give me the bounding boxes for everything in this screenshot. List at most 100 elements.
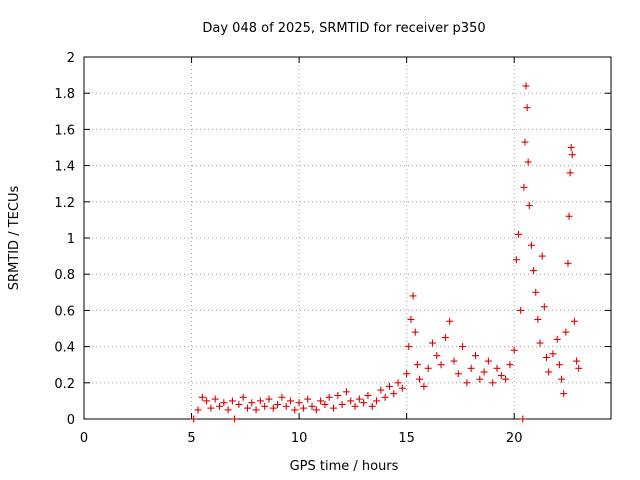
data-point [567, 144, 575, 151]
data-point [519, 415, 527, 423]
data-point [570, 317, 578, 325]
x-tick-label: 20 [506, 431, 523, 446]
y-tick-label: 1.6 [54, 123, 75, 138]
data-point [405, 343, 413, 351]
data-point [524, 158, 532, 166]
data-point [282, 402, 290, 410]
data-point [239, 393, 247, 401]
data-point [216, 402, 224, 410]
data-point [261, 402, 269, 410]
data-point [403, 370, 411, 378]
data-point [194, 406, 202, 414]
data-point [325, 393, 333, 401]
data-point [553, 335, 561, 343]
data-point [497, 372, 505, 380]
data-point [564, 259, 572, 267]
grid-lines [84, 57, 611, 419]
data-point [523, 104, 531, 112]
data-point [573, 357, 581, 365]
data-point [420, 382, 428, 390]
data-point [269, 404, 277, 412]
data-point [428, 339, 436, 347]
data-point [525, 201, 533, 209]
data-point [521, 138, 529, 146]
data-point [484, 357, 492, 365]
plot-frame [83, 56, 612, 420]
data-point [411, 328, 419, 336]
data-point [198, 393, 206, 401]
data-point [512, 256, 520, 264]
data-point [471, 352, 479, 360]
data-point [409, 292, 417, 300]
data-point [235, 401, 243, 409]
data-point [203, 397, 211, 405]
data-point [506, 361, 514, 369]
data-point [190, 415, 198, 423]
data-point [536, 339, 544, 347]
data-points [190, 82, 583, 423]
data-point [558, 375, 566, 383]
data-point [562, 328, 570, 336]
data-point [555, 361, 563, 369]
data-point [317, 397, 325, 405]
data-point [308, 402, 316, 410]
data-point [211, 395, 219, 403]
data-point [441, 334, 449, 342]
data-point [545, 368, 553, 376]
data-point [530, 267, 538, 275]
data-point [330, 404, 338, 412]
x-tick-label: 5 [187, 431, 195, 446]
data-point [476, 375, 484, 383]
y-tick-label: 0 [67, 413, 75, 428]
data-point [463, 379, 471, 387]
data-point [527, 241, 535, 249]
data-point [291, 406, 299, 414]
data-point [413, 361, 421, 369]
data-point [368, 402, 376, 410]
data-point [321, 401, 329, 409]
data-point [274, 401, 282, 409]
data-point [342, 388, 350, 396]
data-point [364, 391, 372, 399]
data-point [243, 404, 251, 412]
data-point [385, 382, 393, 390]
data-point [207, 404, 215, 412]
data-point [459, 343, 467, 351]
data-point [493, 364, 501, 372]
x-tick-label: 0 [80, 431, 88, 446]
data-point [538, 252, 546, 260]
data-point [228, 397, 236, 405]
data-point [381, 393, 389, 401]
y-tick-label: 1.4 [54, 160, 75, 175]
data-point [224, 406, 232, 414]
y-tick-label: 0.6 [54, 304, 75, 319]
data-point [299, 404, 307, 412]
data-point [542, 353, 550, 361]
data-point [446, 317, 454, 325]
data-point [231, 415, 239, 423]
y-tick-label: 1 [67, 232, 75, 247]
data-point [286, 397, 294, 405]
data-point [454, 370, 462, 378]
data-point [532, 288, 540, 296]
y-tick-label: 1.2 [54, 196, 75, 211]
data-point [347, 397, 355, 405]
data-point [377, 386, 385, 394]
data-point [517, 306, 525, 314]
y-tick-label: 0.4 [54, 341, 75, 356]
data-point [575, 364, 583, 372]
data-point [416, 375, 424, 383]
data-point [373, 397, 381, 405]
y-tick-label: 1.8 [54, 87, 75, 102]
data-point [520, 183, 528, 191]
data-point [566, 169, 574, 177]
data-point [565, 212, 573, 220]
data-point [515, 230, 523, 238]
y-axis-label: SRMTID / TECUs [7, 186, 22, 291]
data-point [220, 399, 228, 407]
data-point [467, 364, 475, 372]
data-point [433, 352, 441, 360]
data-point [398, 384, 406, 392]
data-point [312, 406, 320, 414]
